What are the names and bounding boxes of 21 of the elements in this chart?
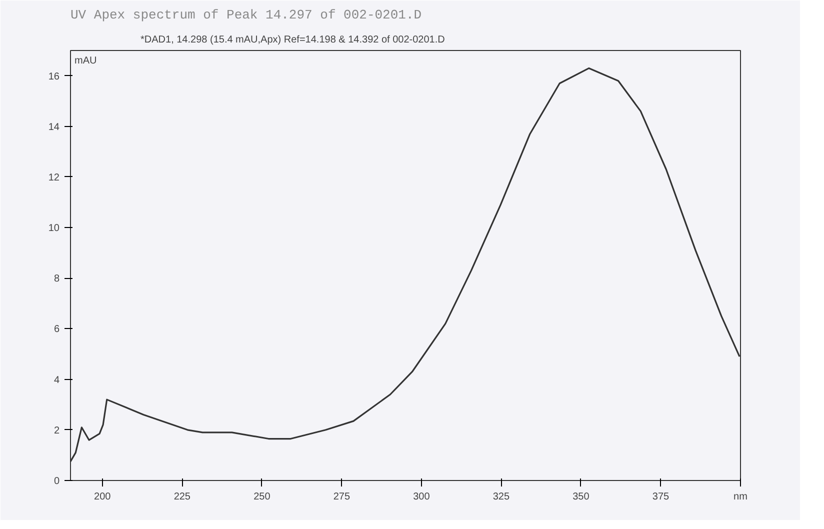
x-tick-label: nm (734, 492, 748, 502)
y-tick-label: 2 (54, 425, 60, 436)
y-tick-label: 16 (48, 71, 60, 82)
y-tick-label: 6 (54, 324, 60, 336)
x-tick-label: 250 (254, 492, 271, 502)
x-tick-label: 350 (572, 492, 590, 502)
x-tick-label: 275 (333, 492, 350, 502)
x-tick-label: 300 (413, 492, 430, 502)
y-tick-label: 14 (48, 122, 60, 133)
y-tick-label: 12 (48, 172, 60, 184)
chart-title: UV Apex spectrum of Peak 14.297 of 002-0201.D (70, 8, 422, 22)
y-tick-label: 10 (48, 223, 60, 234)
x-tick-label: 375 (652, 492, 670, 502)
x-tick-label: 325 (492, 492, 510, 502)
y-axis-title: mAU (74, 56, 97, 66)
chart-subtitle: *DAD1, 14.298 (15.4 mAU,Apx) Ref=14.198 & 14.392 of 002-0201.D (140, 34, 445, 46)
y-tick-label: 4 (54, 374, 60, 386)
y-tick-label: 0 (54, 476, 60, 487)
y-tick-label: 8 (54, 274, 60, 285)
x-tick-label: 225 (174, 492, 191, 502)
x-tick-label: 200 (94, 492, 112, 502)
